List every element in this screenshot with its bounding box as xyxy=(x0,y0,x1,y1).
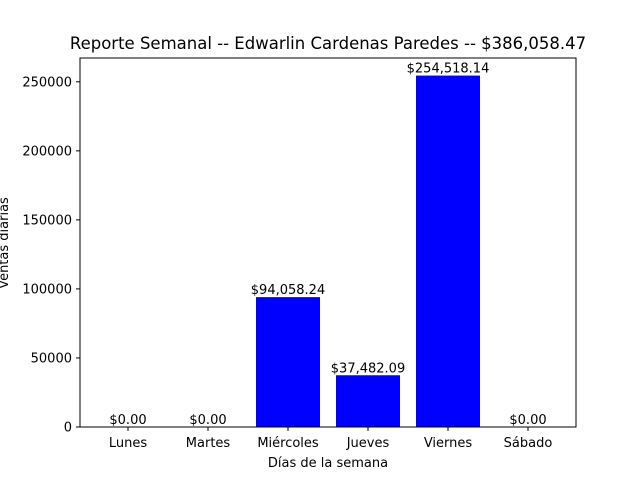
x-tick-label: Viernes xyxy=(424,436,473,451)
x-axis: Lunes Martes Miércoles Jueves Viernes Sábado xyxy=(109,427,552,451)
y-tick-label: 150000 xyxy=(22,213,72,228)
x-tick-label: Jueves xyxy=(346,436,390,451)
bar-value-label: $0.00 xyxy=(109,413,146,428)
y-tick-label: 50000 xyxy=(31,351,72,366)
bar-value-label: $254,518.14 xyxy=(407,62,490,77)
bar-3 xyxy=(336,375,400,427)
bar-value-label: $0.00 xyxy=(189,413,226,428)
x-tick-label: Sábado xyxy=(504,436,553,451)
bar-value-label: $0.00 xyxy=(509,413,546,428)
bar-4 xyxy=(416,75,480,427)
y-tick-label: 100000 xyxy=(22,282,72,297)
plot-frame xyxy=(79,57,577,428)
y-axis-label: Ventas diarias xyxy=(0,197,12,289)
y-axis: 0 50000 100000 150000 200000 250000 xyxy=(22,75,80,436)
bars-layer xyxy=(256,75,480,427)
chart-title: Reporte Semanal -- Edwarlin Cardenas Par… xyxy=(70,34,586,53)
bar-labels-layer: $0.00 $0.00 $94,058.24 $37,482.09 $254,518.1… xyxy=(109,62,546,428)
x-tick-label: Martes xyxy=(186,436,231,451)
x-axis-label: Días de la semana xyxy=(268,456,388,471)
bar-value-label: $94,058.24 xyxy=(251,283,325,298)
bar-value-label: $37,482.09 xyxy=(331,361,405,376)
y-tick-label: 200000 xyxy=(22,144,72,159)
y-tick-label: 0 xyxy=(64,421,72,436)
x-tick-label: Lunes xyxy=(109,436,147,451)
x-tick-label: Miércoles xyxy=(257,436,319,451)
y-tick-label: 250000 xyxy=(22,75,72,90)
bar-2 xyxy=(256,297,320,427)
